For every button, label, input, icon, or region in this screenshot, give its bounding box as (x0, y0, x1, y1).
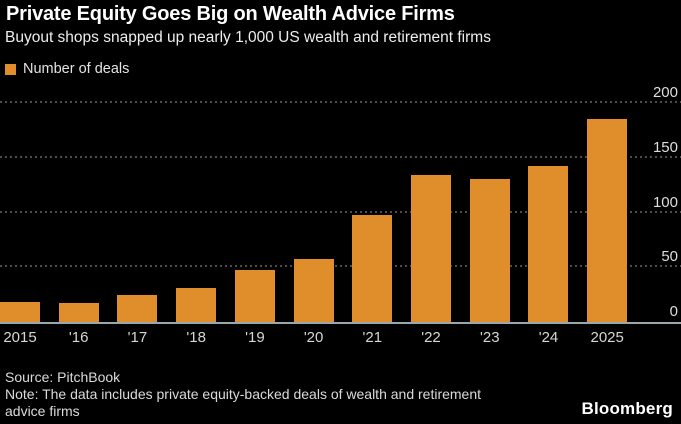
x-axis-tick-label: 2025 (590, 329, 624, 346)
x-axis: 2015 '16 '17 '18 '19 '20 '21 '22 '23 '24 2025 (0, 329, 681, 349)
y-axis-tick-label: 150 (652, 138, 678, 156)
bar-plot: 0 50 100 150 200 (0, 82, 681, 324)
x-axis-baseline (0, 322, 681, 324)
x-axis-tick-label: '22 (421, 329, 441, 346)
bar-23 (469, 178, 510, 322)
bar-22 (411, 175, 452, 322)
gridline (0, 210, 681, 213)
legend: Number of deals (5, 61, 129, 77)
x-axis-tick-label: '24 (538, 329, 559, 346)
bar-17 (117, 294, 158, 322)
bar-19 (234, 269, 275, 322)
note-text: Note: The data includes private equity-b… (5, 386, 482, 419)
x-axis-tick-label: '23 (480, 329, 500, 346)
x-axis-tick-label: '17 (127, 329, 148, 346)
source-text: Source: PitchBook (5, 369, 121, 385)
gridline (0, 155, 681, 158)
bar-2025 (587, 118, 628, 322)
y-axis-tick-label: 200 (652, 84, 678, 102)
bar-20 (293, 258, 334, 322)
legend-swatch-icon (5, 63, 16, 75)
chart-title: Private Equity Goes Big on Wealth Advice… (6, 3, 455, 25)
chart-subtitle: Buyout shops snapped up nearly 1,000 US … (5, 29, 491, 46)
legend-label: Number of deals (23, 61, 130, 77)
bar-24 (528, 165, 569, 322)
x-axis-tick-label: '20 (303, 329, 324, 346)
bar-21 (352, 214, 393, 322)
x-axis-tick-label: 2015 (3, 329, 37, 346)
y-axis-tick-label: 50 (661, 248, 678, 266)
bloomberg-logo: Bloomberg (581, 399, 673, 418)
bar-2015 (0, 302, 40, 322)
gridline (0, 265, 681, 268)
x-axis-tick-label: '16 (68, 329, 89, 346)
x-axis-tick-label: '19 (245, 329, 265, 346)
y-axis-tick-label: 0 (669, 303, 678, 320)
x-axis-tick-label: '21 (362, 329, 383, 346)
gridline (0, 101, 681, 104)
bar-18 (176, 288, 217, 322)
bar-16 (58, 303, 99, 322)
y-axis-tick-label: 100 (652, 193, 678, 211)
x-axis-tick-label: '18 (186, 329, 206, 346)
